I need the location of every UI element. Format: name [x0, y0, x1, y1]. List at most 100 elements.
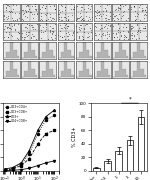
- Point: [57, 34, 59, 37]
- Point: [5, 18, 8, 21]
- Point: [18, 17, 20, 19]
- Point: [41, 6, 43, 8]
- Point: [127, 29, 129, 32]
- Point: [12, 19, 14, 22]
- Point: [140, 3, 143, 6]
- Point: [85, 23, 87, 26]
- Point: [44, 14, 47, 16]
- Point: [25, 16, 28, 19]
- Point: [47, 38, 49, 41]
- Point: [72, 8, 75, 11]
- Point: [23, 38, 25, 41]
- Text: *: *: [129, 97, 131, 102]
- Point: [6, 26, 8, 29]
- Point: [71, 33, 74, 36]
- Point: [21, 8, 24, 11]
- Point: [39, 8, 41, 10]
- Point: [131, 33, 134, 36]
- Point: [144, 13, 146, 15]
- Point: [107, 17, 109, 20]
- Point: [85, 14, 87, 17]
- Point: [30, 36, 32, 39]
- Bar: [115, 151, 122, 171]
- Point: [14, 18, 16, 21]
- Point: [99, 27, 102, 30]
- Point: [141, 22, 143, 25]
- Point: [31, 28, 34, 30]
- Point: [136, 31, 138, 34]
- Point: [123, 10, 125, 12]
- Point: [39, 18, 41, 21]
- Point: [48, 12, 51, 15]
- Point: [53, 17, 55, 20]
- Point: [72, 6, 75, 9]
- Point: [75, 25, 78, 28]
- Point: [40, 29, 42, 32]
- Point: [5, 3, 7, 6]
- Point: [127, 8, 129, 11]
- Point: [7, 14, 10, 17]
- Point: [116, 30, 119, 33]
- Point: [137, 29, 139, 32]
- Point: [81, 35, 84, 38]
- Point: [109, 23, 111, 26]
- Point: [67, 38, 70, 40]
- Point: [9, 10, 12, 13]
- Point: [144, 5, 147, 8]
- Point: [80, 15, 82, 18]
- Point: [75, 19, 78, 22]
- Point: [44, 6, 46, 9]
- Point: [27, 10, 29, 13]
- Point: [79, 15, 81, 18]
- Point: [122, 26, 124, 29]
- Point: [123, 35, 125, 38]
- Point: [7, 27, 10, 30]
- Point: [64, 17, 67, 20]
- Point: [34, 7, 36, 10]
- Point: [3, 27, 5, 30]
- Point: [22, 11, 25, 14]
- Point: [51, 27, 54, 30]
- Point: [47, 18, 50, 21]
- Point: [141, 10, 143, 12]
- Point: [82, 28, 85, 31]
- Point: [65, 22, 67, 25]
- Point: [124, 25, 127, 28]
- Point: [25, 9, 27, 12]
- Point: [31, 32, 33, 35]
- Point: [144, 9, 146, 12]
- Point: [108, 24, 111, 27]
- Point: [136, 15, 138, 18]
- Point: [123, 33, 125, 36]
- Point: [3, 36, 5, 39]
- Point: [81, 17, 83, 20]
- Point: [144, 27, 146, 30]
- Point: [48, 25, 51, 28]
- Point: [7, 16, 9, 19]
- Point: [27, 33, 29, 36]
- Point: [54, 34, 56, 37]
- Point: [123, 38, 125, 41]
- Point: [11, 11, 13, 14]
- Point: [103, 34, 106, 37]
- Point: [24, 5, 27, 8]
- Point: [133, 6, 135, 8]
- Point: [11, 35, 13, 37]
- Point: [82, 38, 84, 41]
- Point: [14, 12, 16, 15]
- Point: [113, 19, 115, 22]
- Point: [30, 35, 32, 38]
- Point: [10, 22, 12, 25]
- Point: [120, 35, 123, 38]
- Point: [57, 12, 59, 15]
- Point: [63, 22, 65, 25]
- Point: [52, 4, 55, 7]
- Point: [10, 34, 12, 37]
- Point: [21, 22, 23, 25]
- Point: [31, 26, 33, 29]
- Point: [113, 15, 116, 17]
- Point: [66, 24, 69, 27]
- Point: [143, 26, 146, 29]
- Point: [106, 3, 108, 6]
- Point: [66, 24, 68, 27]
